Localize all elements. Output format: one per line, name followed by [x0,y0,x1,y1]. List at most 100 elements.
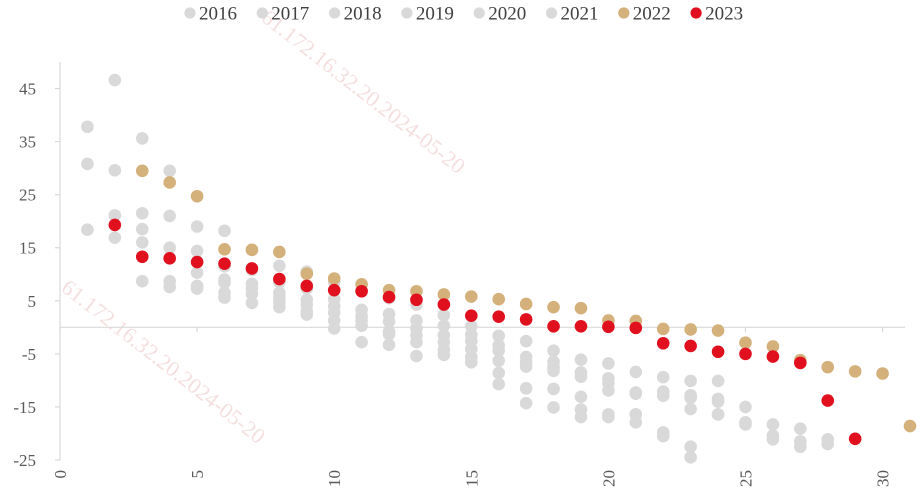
y-tick-label: -15 [13,398,36,417]
data-point [355,284,368,298]
data-point [684,374,697,388]
data-point [135,164,149,178]
data-point [245,243,259,257]
data-point [218,243,231,256]
data-point [492,354,506,368]
data-point [492,366,506,380]
data-point [492,377,506,391]
data-point [848,365,862,378]
y-tick-label: 15 [19,239,36,258]
legend-label: 2016 [199,4,237,25]
data-point [108,231,122,244]
legend-marker [690,7,702,19]
data-point [135,236,149,249]
data-point [602,320,615,334]
data-point [574,301,588,315]
data-point [190,266,204,279]
legend-marker [184,7,196,19]
data-point [81,120,94,134]
data-point [519,297,533,311]
data-point [602,384,615,397]
data-point [794,440,807,454]
data-point [327,272,341,285]
legend-label: 2018 [344,4,382,25]
data-point [711,392,725,406]
data-point [218,291,231,304]
legend-marker [618,7,630,19]
legend-item-2020: 2020 [473,4,526,25]
legend-label: 2021 [561,4,599,25]
data-point [766,350,780,363]
y-tick-label: 25 [19,186,36,205]
data-point [327,306,341,319]
data-point [410,349,423,363]
legend-label: 2017 [271,4,309,25]
legend-marker [545,7,558,19]
data-point [711,408,725,421]
data-point [711,324,725,337]
x-tick-label: 5 [188,470,207,479]
data-point [794,422,807,435]
data-point [108,218,122,232]
data-point [163,209,176,223]
data-point [739,416,752,429]
data-point [547,364,560,378]
data-point [190,282,204,295]
data-point [163,176,176,189]
data-point [547,382,560,396]
data-point [135,206,149,220]
data-point [848,432,862,446]
legend-label: 2022 [633,4,671,25]
data-point [656,385,670,398]
data-point [684,339,697,353]
data-point [218,257,231,270]
data-point [684,402,697,416]
data-point [766,418,780,431]
data-point [135,250,149,264]
data-point [574,390,588,404]
data-point [629,408,643,421]
data-point [382,338,396,352]
data-point [108,209,122,222]
data-point [273,291,286,304]
data-point [163,280,176,294]
legend-item-2017: 2017 [256,4,309,25]
watermark-text: 61.172.16.32.20.2024-05-20 [257,4,470,178]
data-point [382,290,396,304]
y-tick-label: -25 [13,451,36,470]
data-point [519,360,533,373]
data-point [135,274,149,288]
legend-marker [401,7,413,19]
data-point [547,344,560,357]
data-point [574,319,588,333]
data-point [135,132,149,145]
data-point [163,164,176,178]
data-point [300,298,314,312]
data-point [766,433,780,446]
data-point [437,319,451,333]
x-tick-label: 10 [325,470,344,487]
data-point [190,244,204,258]
y-tick-label: 45 [19,80,36,99]
data-point [519,313,533,326]
data-point [547,300,560,314]
data-point [410,293,423,307]
data-point [739,347,752,361]
data-point [437,288,451,301]
y-tick-label: 5 [28,292,37,311]
x-tick-label: 0 [51,470,70,479]
data-point [711,374,725,388]
x-tick-label: 25 [736,470,755,487]
data-point [794,356,807,370]
data-point [190,220,204,233]
data-point [437,308,451,322]
legend-item-2023: 2023 [690,4,743,25]
data-point [821,394,835,407]
data-point [382,315,396,328]
legend-label: 2020 [488,4,526,25]
data-point [821,360,835,374]
data-point [492,344,506,357]
data-point [656,429,670,443]
data-point [190,255,204,269]
